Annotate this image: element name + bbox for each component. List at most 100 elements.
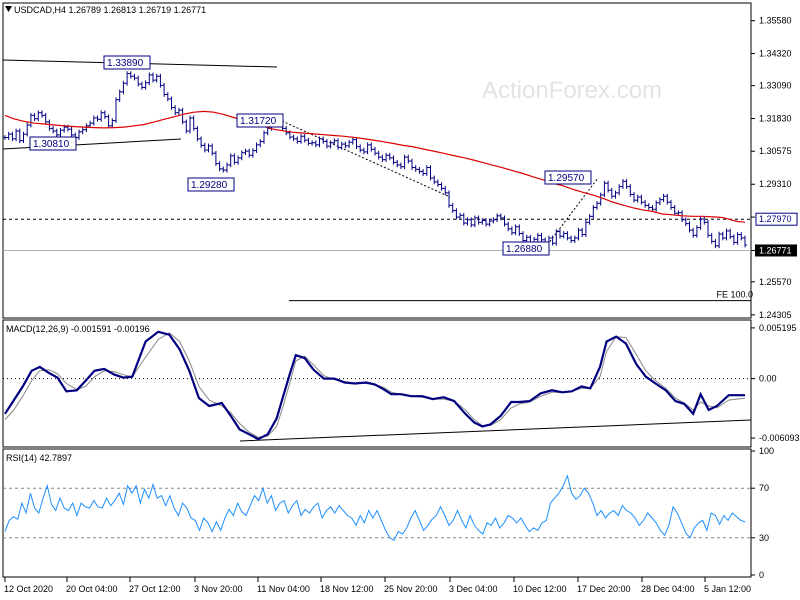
price-bar xyxy=(565,231,570,241)
price-bar xyxy=(284,126,289,136)
price-bar xyxy=(447,190,451,208)
price-bar xyxy=(587,213,592,225)
price-bar xyxy=(635,194,640,203)
x-tick-label: 10 Dec 12:00 xyxy=(513,584,567,594)
price-bar xyxy=(576,227,581,241)
x-tick-label: 25 Nov 20:00 xyxy=(384,584,438,594)
price-bar xyxy=(3,135,7,140)
price-bar xyxy=(51,126,56,134)
price-bar xyxy=(317,136,322,148)
price-annotation-box xyxy=(29,136,77,151)
price-bar xyxy=(720,231,725,241)
price-bar xyxy=(324,139,329,149)
rsi-y-tick-label: 100 xyxy=(759,446,774,456)
price-bar xyxy=(580,227,585,237)
price-bar xyxy=(717,231,722,249)
price-bar xyxy=(221,166,226,173)
price-bar xyxy=(591,205,596,219)
price-bar xyxy=(32,113,37,122)
price-bar xyxy=(206,143,211,153)
price-levels: 1.27970 1.26771 FE 100.0 xyxy=(3,212,798,302)
price-bar xyxy=(706,219,710,238)
price-bar xyxy=(310,140,315,146)
price-bar xyxy=(432,175,437,185)
price-bar xyxy=(239,150,244,161)
price-bar xyxy=(698,216,703,230)
price-bar xyxy=(731,234,736,245)
price-bar xyxy=(110,118,115,129)
price-bar xyxy=(639,194,644,205)
price-bar xyxy=(572,235,577,243)
price-bar xyxy=(739,232,744,241)
price-bar xyxy=(602,180,607,198)
price-bar xyxy=(162,83,167,97)
price-bar xyxy=(535,233,540,242)
price-bar xyxy=(14,128,19,142)
price-bar xyxy=(361,147,366,155)
price-bar xyxy=(243,148,248,156)
price-bar xyxy=(21,131,26,144)
price-bar xyxy=(343,141,348,149)
price-bar xyxy=(676,210,681,216)
projection-line-1 xyxy=(281,120,451,198)
x-tick-label: 3 Nov 20:00 xyxy=(194,584,243,594)
price-panel-title: USDCAD,H4 1.26789 1.26813 1.26719 1.2677… xyxy=(14,5,206,15)
price-annotation-label: 1.30810 xyxy=(33,139,70,150)
price-bar xyxy=(724,228,729,241)
price-annotation-label: 1.29570 xyxy=(548,173,585,184)
price-bar xyxy=(25,122,30,137)
price-bar xyxy=(384,152,389,163)
price-y-tick-label: 1.33090 xyxy=(759,81,792,91)
rsi-panel-title: RSI(14) 42.7897 xyxy=(6,453,72,463)
price-bar xyxy=(180,107,185,125)
price-bar xyxy=(54,128,59,138)
price-bar xyxy=(80,127,85,135)
price-bar xyxy=(554,229,559,246)
price-bar xyxy=(480,218,485,225)
price-annotation-label: 1.33890 xyxy=(107,58,144,69)
price-bar xyxy=(199,136,204,148)
price-bar xyxy=(498,213,503,221)
rsi-panel: RSI(14) 42.7897 100 70 30 0 xyxy=(2,446,774,580)
price-bar xyxy=(646,203,651,210)
price-bar xyxy=(191,115,196,131)
x-tick-label: 17 Dec 20:00 xyxy=(577,584,631,594)
macd-y-tick-label: 0.00 xyxy=(759,374,777,384)
price-bar xyxy=(210,143,215,156)
price-bar xyxy=(262,130,266,144)
price-bar xyxy=(387,152,392,161)
price-annotation-box xyxy=(544,170,592,185)
price-bar xyxy=(443,186,448,196)
price-bar xyxy=(728,228,733,240)
price-bar xyxy=(247,148,252,158)
price-bar xyxy=(102,110,107,120)
price-bar xyxy=(406,154,411,164)
x-axis: 12 Oct 2020 20 Oct 04:00 27 Oct 12:00 3 Nov… xyxy=(4,577,751,594)
price-bar xyxy=(373,146,377,156)
price-bar xyxy=(687,221,692,233)
price-bar xyxy=(465,217,470,226)
price-bar xyxy=(165,92,170,102)
price-bar xyxy=(202,143,207,153)
price-bar xyxy=(654,200,659,212)
price-bar xyxy=(350,137,355,145)
price-bar xyxy=(628,184,633,197)
price-bar xyxy=(402,154,407,170)
price-bar xyxy=(506,221,511,232)
price-annotations: 1.33890 1.30810 1.29280 1.31720 1.29570 1.268… xyxy=(29,55,592,256)
price-bar xyxy=(213,150,218,166)
level-label: 1.27970 xyxy=(759,214,792,224)
price-bar xyxy=(306,137,311,146)
dropdown-triangle-icon[interactable] xyxy=(5,6,12,12)
price-bar xyxy=(428,165,433,181)
price-bar xyxy=(683,217,688,226)
price-bar xyxy=(128,71,133,79)
price-bar xyxy=(454,208,459,220)
price-bar xyxy=(735,232,740,245)
price-bar xyxy=(613,190,618,199)
price-bar xyxy=(743,235,747,248)
price-bar xyxy=(598,192,603,206)
x-tick-label: 27 Oct 12:00 xyxy=(129,584,181,594)
price-bar xyxy=(413,165,418,172)
rsi-y-tick-label: 70 xyxy=(759,483,769,493)
